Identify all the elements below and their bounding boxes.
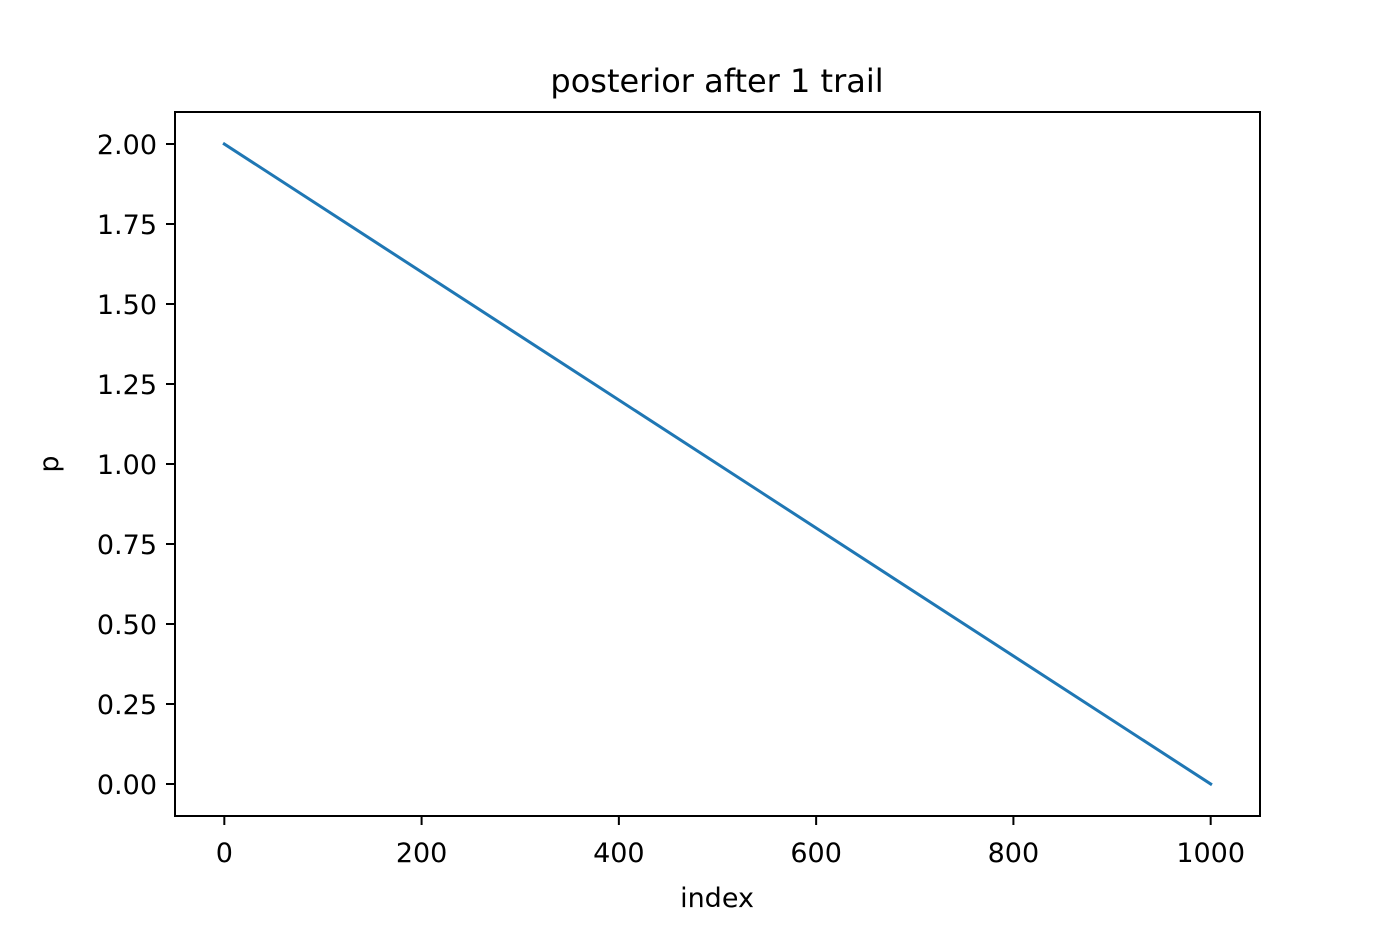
y-tick-label: 2.00: [97, 130, 157, 161]
axes-frame: [174, 111, 1261, 817]
x-tick-label: 200: [396, 838, 448, 869]
x-tick-label: 600: [790, 838, 842, 869]
y-tick-label: 0.25: [97, 690, 157, 721]
y-tick-label: 0.75: [97, 530, 157, 561]
chart-title: posterior after 1 trail: [550, 62, 883, 100]
plot-area: [222, 141, 1213, 787]
y-axis-label: p: [34, 455, 65, 472]
x-tick-label: 1000: [1176, 838, 1245, 869]
series-line-0: [222, 141, 1213, 787]
x-axis-label: index: [680, 883, 754, 914]
y-tick-label: 1.50: [97, 290, 157, 321]
y-tick-label: 0.00: [97, 770, 157, 801]
x-axis-ticks: 0 200 400 600 800 1000: [216, 816, 1245, 869]
y-tick-label: 1.00: [97, 450, 157, 481]
y-axis-ticks: 0.00 0.25 0.50 0.75 1.00 1.25 1.50 1.75 2.00: [97, 130, 175, 801]
y-tick-label: 0.50: [97, 610, 157, 641]
x-tick-label: 800: [988, 838, 1040, 869]
x-tick-label: 0: [216, 838, 233, 869]
y-tick-label: 1.25: [97, 370, 157, 401]
x-tick-label: 400: [593, 838, 645, 869]
y-tick-label: 1.75: [97, 210, 157, 241]
